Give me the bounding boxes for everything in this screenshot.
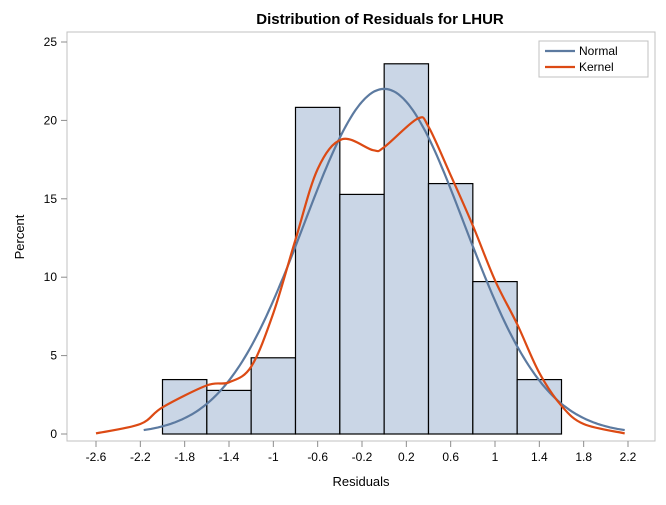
y-tick-label: 0 [50,427,57,441]
legend-box [538,40,649,78]
x-tick-label: 0.6 [442,450,459,464]
legend: Normal Kernel [538,40,649,78]
y-tick-label: 10 [44,270,58,284]
y-tick-label: 5 [50,349,57,363]
legend-label-kernel: Kernel [579,60,614,74]
y-tick-label: 15 [44,192,58,206]
x-tick-label: 1.4 [531,450,548,464]
x-tick-label: -2.6 [86,450,107,464]
histogram-bar [427,182,474,435]
x-tick-label: -1.4 [219,450,240,464]
histogram-bar [516,378,563,435]
kernel-curve [95,116,625,435]
histogram-bar [383,63,430,435]
x-tick-label: -0.2 [352,450,373,464]
x-tick-label: 1 [492,450,499,464]
x-tick-label: -2.2 [130,450,151,464]
histogram-bar [339,193,385,435]
histogram-bar [250,357,297,435]
x-axis-label: Residuals [332,474,390,489]
y-tick-label: 20 [44,113,58,127]
plot-frame [66,31,656,442]
x-tick-label: 0.2 [398,450,415,464]
legend-label-normal: Normal [579,44,618,58]
histogram-bar [294,106,341,435]
x-tick-label: 2.2 [620,450,637,464]
x-tick-label: 1.8 [575,450,592,464]
histogram-bar [472,280,518,435]
normal-curve [143,87,625,432]
y-axis-label: Percent [12,214,27,259]
y-tick-label: 25 [44,35,58,49]
chart-title: Distribution of Residuals for LHUR [256,11,504,28]
x-tick-label: -0.6 [307,450,328,464]
x-tick-label: -1.8 [174,450,195,464]
x-tick-label: -1 [268,450,279,464]
